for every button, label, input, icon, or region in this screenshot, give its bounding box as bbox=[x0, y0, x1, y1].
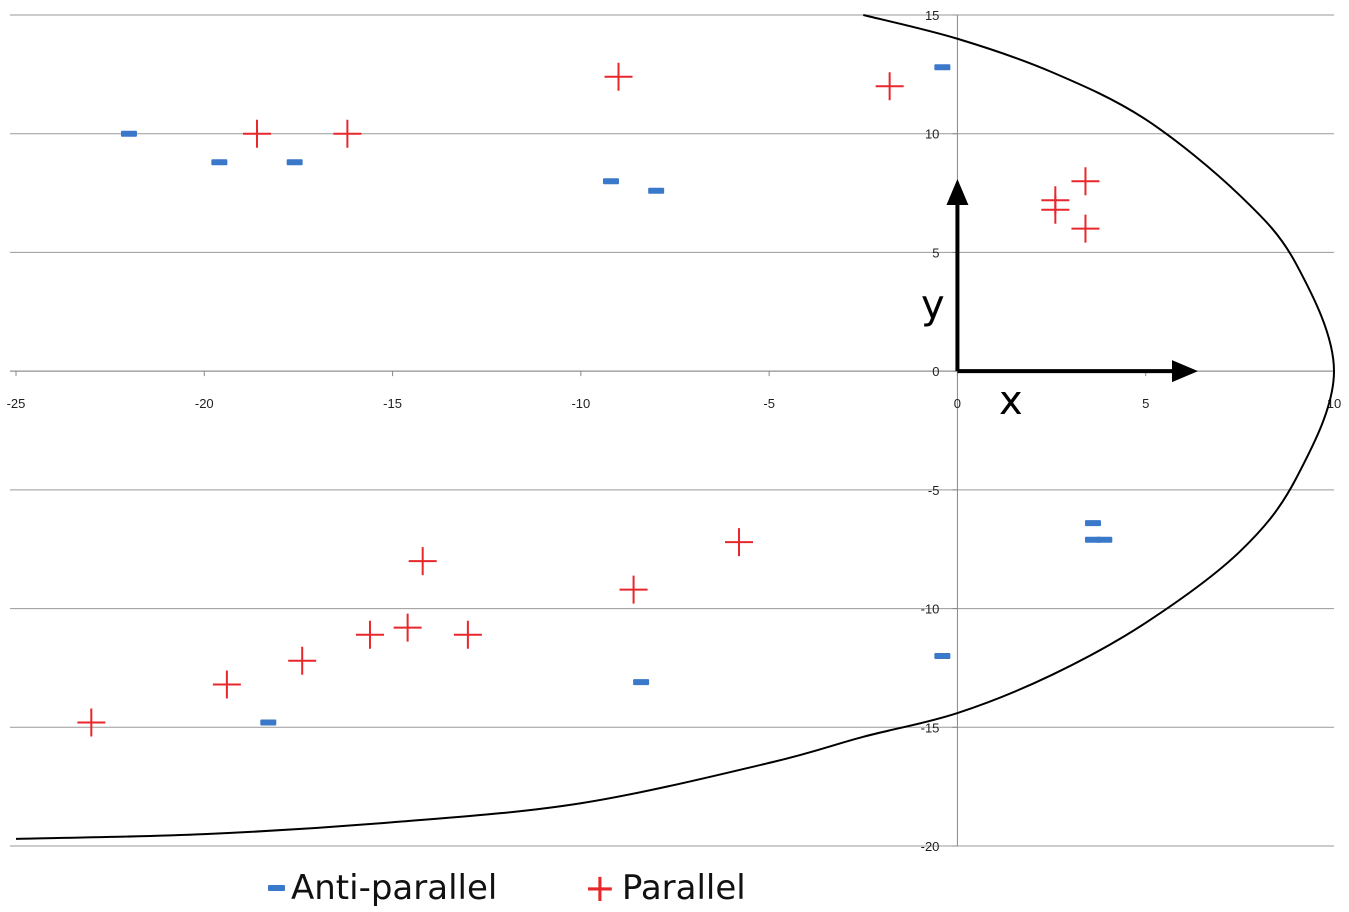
y-tick-label: -5 bbox=[928, 483, 940, 498]
parallel-point bbox=[1041, 195, 1070, 224]
x-tick-label: -10 bbox=[571, 396, 590, 411]
legend-item-anti-parallel: Anti-parallel bbox=[268, 868, 497, 908]
parallel-point bbox=[333, 119, 362, 148]
parallel-point bbox=[453, 620, 482, 649]
y-tick-label: 0 bbox=[932, 364, 939, 379]
x-arrow-head bbox=[1172, 360, 1198, 383]
legend-label: Parallel bbox=[621, 868, 746, 908]
x-axis-label: x bbox=[999, 378, 1023, 424]
anti-parallel-point bbox=[934, 653, 951, 660]
parallel-point bbox=[212, 670, 241, 699]
parallel-point bbox=[393, 613, 422, 642]
axes bbox=[10, 14, 1335, 847]
y-arrow-head bbox=[946, 179, 969, 205]
y-tick-label: 15 bbox=[925, 8, 939, 23]
y-tick-label: 5 bbox=[932, 245, 939, 260]
boundary-curve bbox=[15, 14, 1336, 840]
x-tick-label: 5 bbox=[1142, 396, 1149, 411]
parallel-point bbox=[1071, 167, 1100, 196]
parallel-point bbox=[355, 620, 384, 649]
y-tick-label: -10 bbox=[921, 602, 940, 617]
x-tick-label: 0 bbox=[954, 396, 961, 411]
parallel-point bbox=[604, 62, 633, 91]
anti-parallel-point bbox=[934, 64, 951, 71]
y-tick-label: -20 bbox=[921, 839, 940, 854]
anti-parallel-point bbox=[602, 178, 619, 185]
anti-parallel-point bbox=[286, 159, 303, 166]
boundary-curve-path bbox=[15, 14, 1336, 840]
anti-parallel-point bbox=[648, 187, 665, 194]
parallel-point bbox=[619, 575, 648, 604]
x-tick-label: -20 bbox=[195, 396, 214, 411]
x-tick-label: -15 bbox=[383, 396, 402, 411]
plus-marker-icon: + bbox=[584, 866, 616, 910]
anti-parallel-point bbox=[120, 130, 137, 137]
y-tick-label: 10 bbox=[925, 127, 939, 142]
legend-item-parallel: + Parallel bbox=[584, 868, 746, 908]
dash-marker-icon bbox=[268, 885, 285, 891]
parallel-point bbox=[288, 646, 317, 675]
anti-parallel-point bbox=[633, 679, 650, 686]
anti-parallel-point bbox=[260, 719, 277, 726]
legend-label: Anti-parallel bbox=[291, 868, 498, 908]
x-tick-label: -25 bbox=[7, 396, 26, 411]
y-tick-label: -15 bbox=[921, 720, 940, 735]
parallel-point bbox=[875, 72, 904, 101]
anti-parallel-point bbox=[1084, 520, 1101, 527]
anti-parallel-point bbox=[1096, 536, 1113, 543]
anti-parallel-point bbox=[211, 159, 228, 166]
parallel-point bbox=[725, 528, 754, 557]
parallel-point bbox=[243, 119, 272, 148]
legend: Anti-parallel + Parallel bbox=[0, 858, 1349, 912]
x-tick-label: -5 bbox=[763, 396, 775, 411]
data-points bbox=[77, 62, 1113, 737]
parallel-point bbox=[77, 708, 106, 737]
coordinate-arrows: x y bbox=[921, 179, 1198, 424]
y-axis-label: y bbox=[921, 282, 945, 328]
parallel-point bbox=[408, 547, 437, 576]
grid-lines bbox=[10, 14, 1334, 847]
parallel-point bbox=[1071, 214, 1100, 243]
